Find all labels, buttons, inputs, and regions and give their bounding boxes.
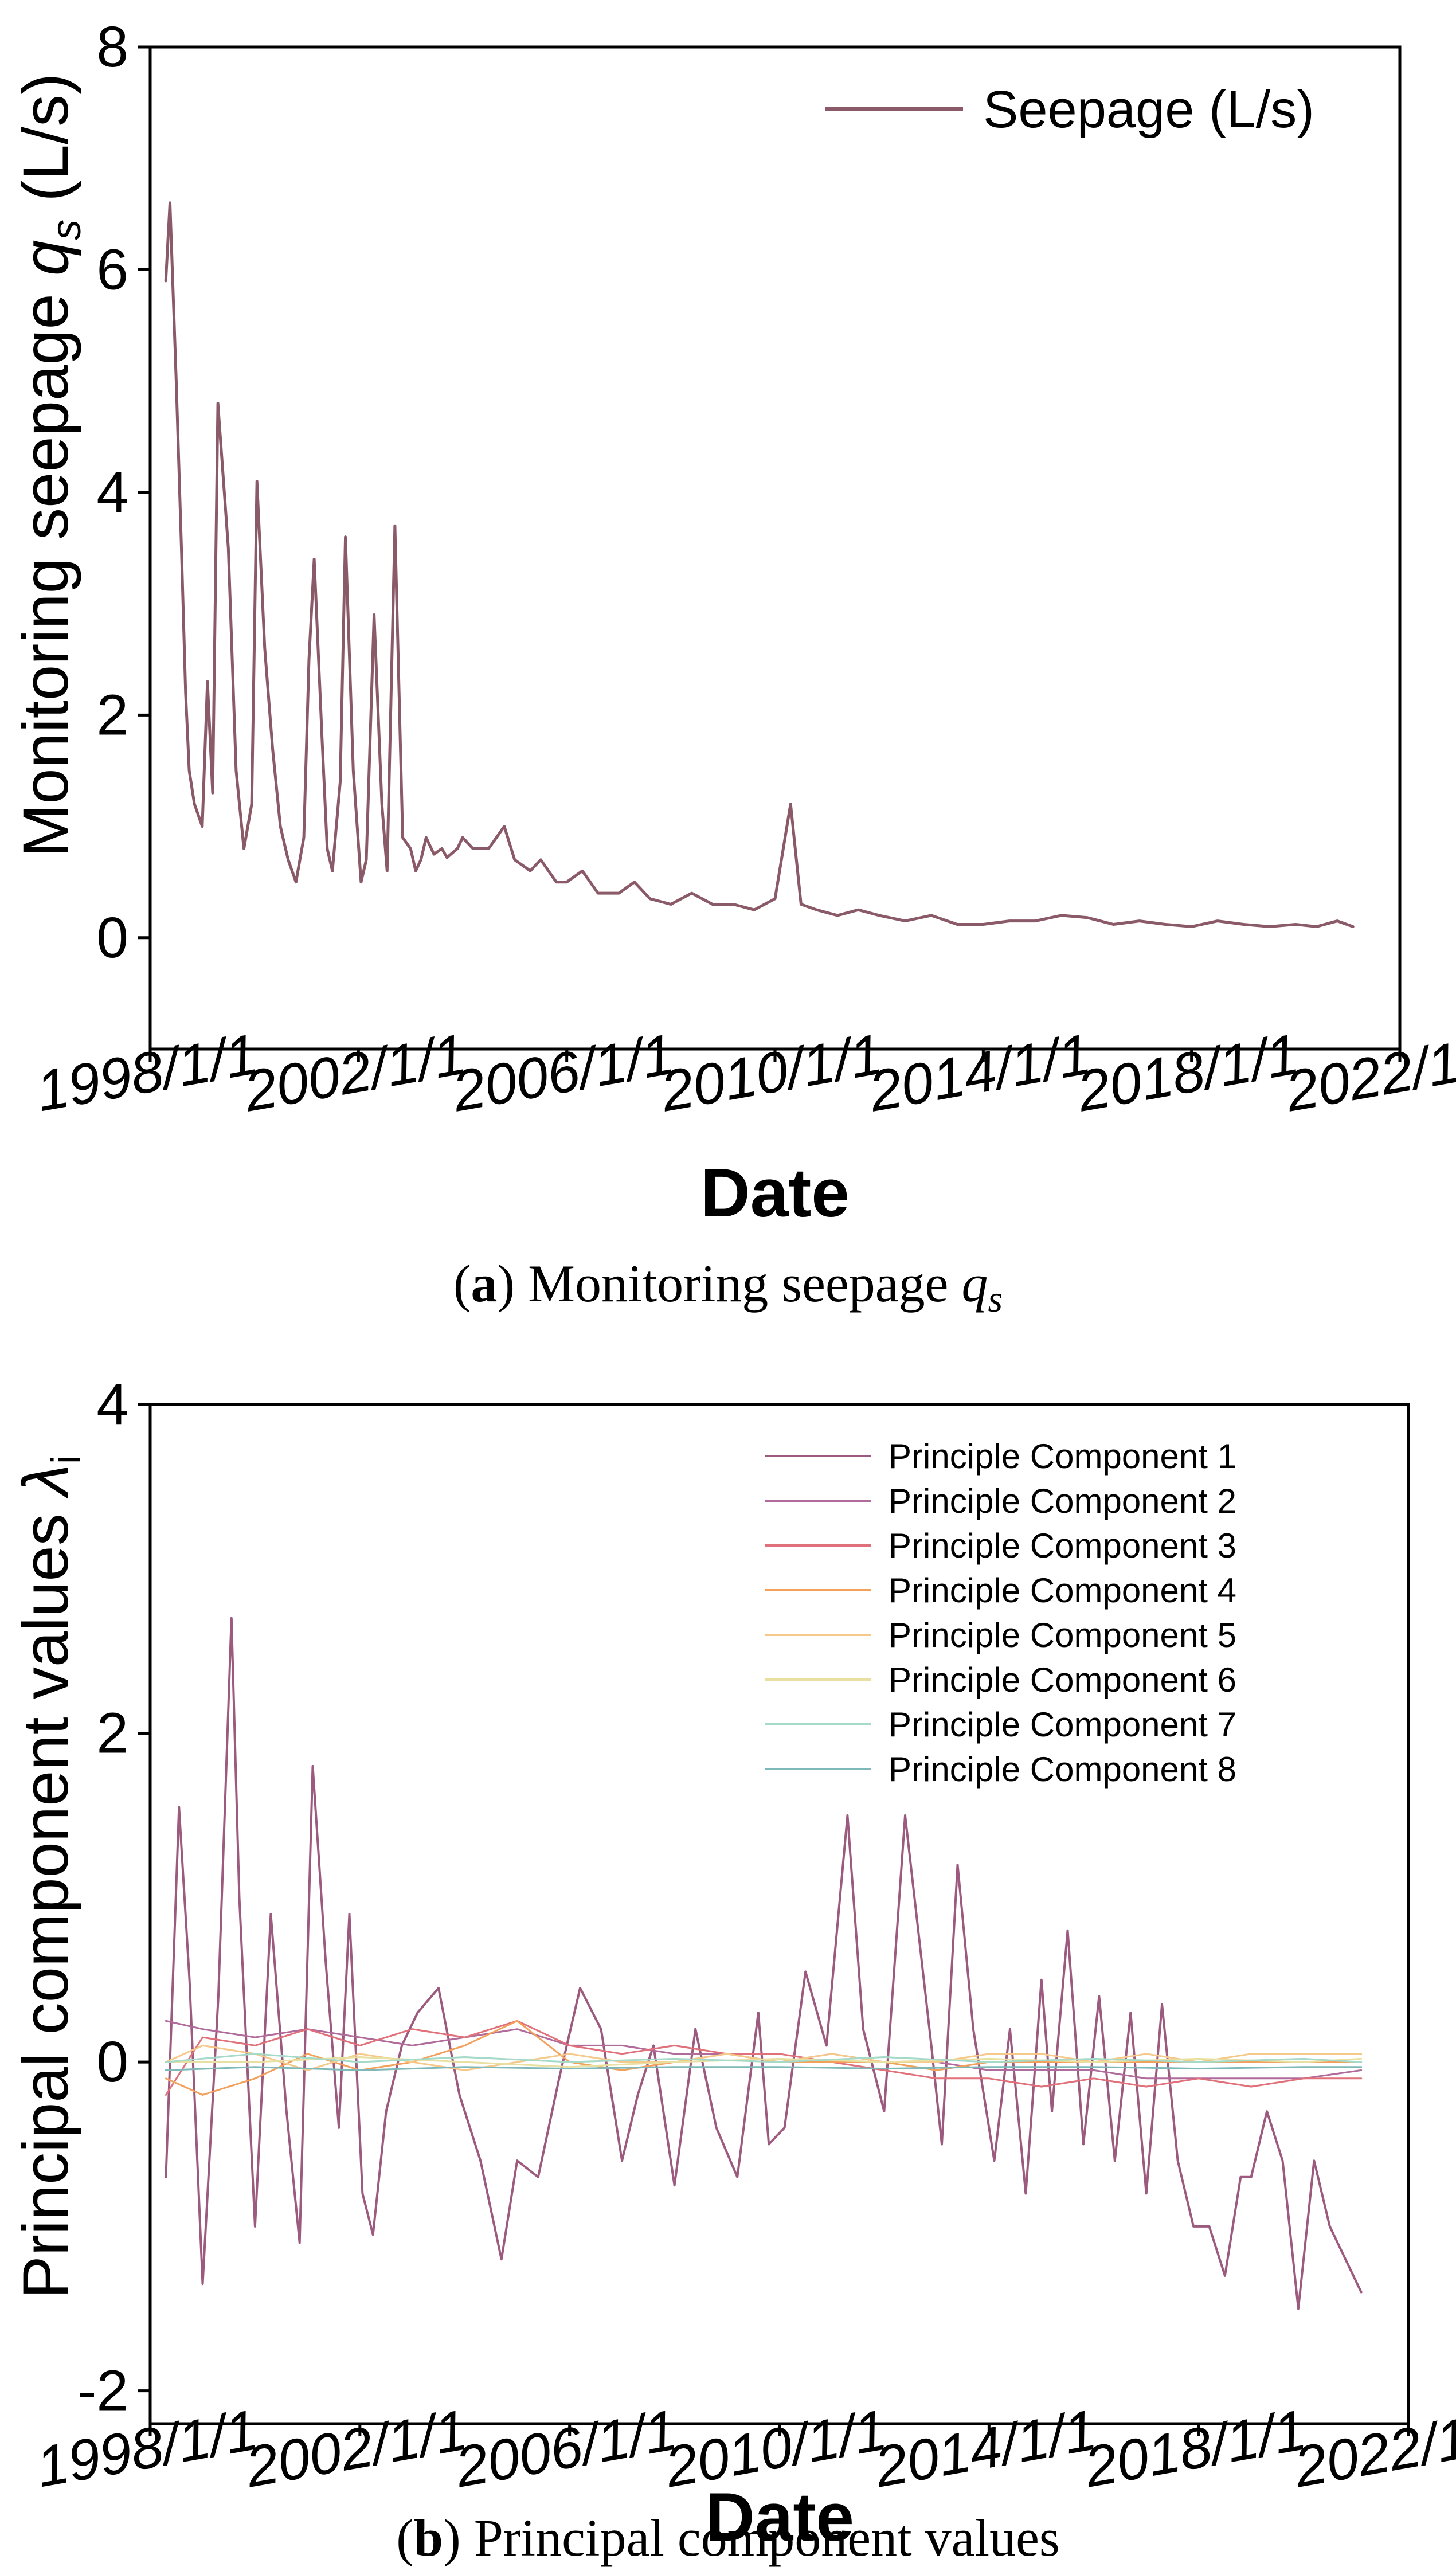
panel-b-caption: (b) Principal component values (396, 2509, 1059, 2567)
y-tick-label: 4 (96, 1372, 128, 1437)
panel-a-y-ticks: 0 2 4 6 8 (96, 15, 150, 970)
legend-label-6: Principle Component 6 (889, 1661, 1236, 1699)
panel-b-series-layer (165, 1617, 1363, 2310)
panel-b-y-ticks: -2 0 2 4 (77, 1372, 150, 2423)
x-tick-label: 2014/1/1 (870, 2398, 1101, 2500)
legend-label-4: Principle Component 4 (889, 1571, 1236, 1610)
series-line-1 (165, 1617, 1363, 2310)
x-tick-label: 2014/1/1 (864, 1022, 1095, 1124)
legend-label-1: Principle Component 1 (889, 1437, 1236, 1476)
panel-a-series-layer (164, 201, 1355, 928)
panel-a-x-axis-title: Date (700, 1155, 850, 1231)
x-tick-label: 2010/1/1 (656, 1022, 887, 1124)
x-tick-label: 1998/1/1 (32, 1022, 263, 1124)
y-tick-label: 2 (96, 683, 128, 747)
series-line-8 (165, 2066, 1363, 2071)
legend-label-8: Principle Component 8 (889, 1750, 1236, 1789)
y-tick-label: 2 (96, 1701, 128, 1766)
series-line-6 (165, 2056, 1363, 2068)
panel-b-x-axis-title-visible: Date (705, 2479, 854, 2556)
x-tick-label: 2002/1/1 (239, 1022, 471, 1124)
x-tick-label: 2022/1/1 (1281, 1022, 1456, 1124)
series-line-7 (165, 2053, 1363, 2063)
y-tick-label: 8 (96, 15, 128, 79)
panel-a-legend: Seepage (L/s) (825, 80, 1314, 139)
legend-label-7: Principle Component 7 (889, 1705, 1236, 1744)
legend-label-3: Principle Component 3 (889, 1527, 1236, 1565)
y-tick-label: 4 (96, 460, 128, 525)
x-tick-label: 1998/1/1 (32, 2398, 263, 2500)
panel-a-y-axis-title: Monitoring seepage qs (L/s) (10, 73, 89, 858)
series-line-3 (165, 2020, 1363, 2096)
panel-b-y-axis-title: Principal component values λi (10, 1455, 89, 2299)
x-tick-label: 2022/1/1 (1289, 2398, 1456, 2500)
series-line-1 (164, 201, 1355, 928)
series-line-5 (165, 2044, 1363, 2071)
x-tick-label: 2006/1/1 (447, 1022, 679, 1124)
x-tick-label: 2018/1/1 (1072, 1022, 1304, 1124)
panel-a-legend-label: Seepage (L/s) (983, 80, 1314, 139)
x-tick-label: 2002/1/1 (241, 2398, 472, 2500)
legend-label-5: Principle Component 5 (889, 1616, 1236, 1654)
panel-a-x-ticks: 1998/1/12002/1/12006/1/12010/1/12014/1/1… (32, 1022, 1456, 1124)
x-tick-label: 2018/1/1 (1079, 2398, 1311, 2500)
panel-a-caption: (a) Monitoring seepage qs (453, 1254, 1003, 1320)
y-tick-label: 0 (96, 906, 128, 970)
y-tick-label: 6 (96, 237, 128, 302)
y-tick-label: 0 (96, 2030, 128, 2094)
panel-b-legend: Principle Component 1 Principle Component… (765, 1437, 1236, 1789)
x-tick-label: 2006/1/1 (450, 2398, 682, 2500)
y-tick-label: -2 (77, 2359, 128, 2423)
legend-label-2: Principle Component 2 (889, 1482, 1236, 1520)
